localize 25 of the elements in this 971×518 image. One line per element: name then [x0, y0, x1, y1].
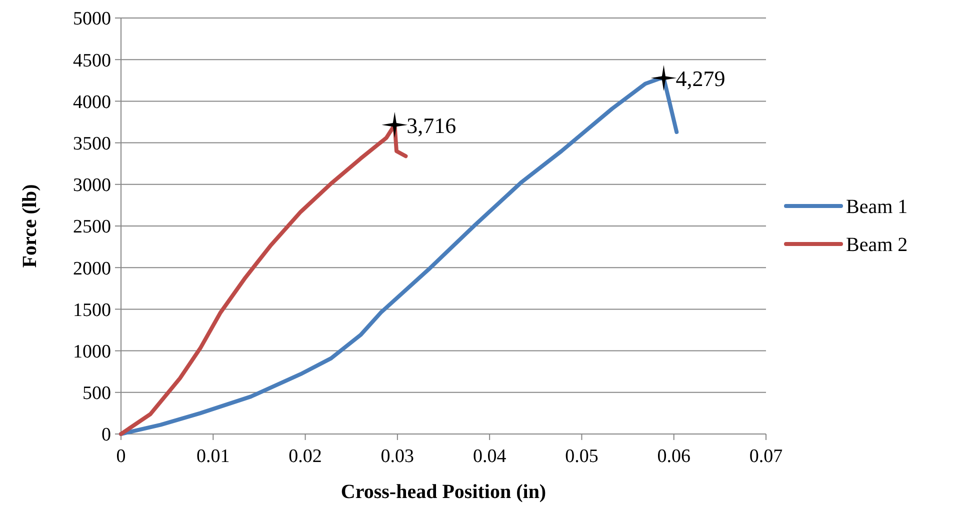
legend-label: Beam 1 [846, 196, 908, 218]
y-tick-label: 3500 [73, 133, 111, 154]
x-tick-label: 0.02 [288, 446, 322, 467]
y-tick-label: 2000 [73, 258, 111, 280]
x-tick-label: 0.06 [657, 446, 690, 467]
y-tick-label: 4500 [73, 50, 111, 72]
y-tick-label: 1500 [73, 300, 111, 321]
y-tick-label: 2500 [73, 216, 111, 238]
y-tick-label: 1000 [73, 341, 111, 362]
y-tick-label: 3000 [73, 175, 111, 196]
x-tick-label: 0.04 [472, 446, 507, 467]
annotation: 3,716 [406, 112, 456, 138]
x-axis-title: Cross-head Position (in) [340, 481, 546, 503]
x-tick-label: 0 [116, 446, 126, 467]
y-tick-label: 0 [102, 424, 111, 446]
y-tick-label: 5000 [73, 8, 111, 30]
x-tick-label: 0.05 [565, 446, 598, 467]
legend-label: Beam 2 [846, 234, 908, 256]
x-tick-label: 0.03 [380, 446, 414, 467]
x-tick-label: 0.07 [749, 446, 783, 467]
y-tick-label: 4000 [73, 92, 111, 113]
y-tick-label: 500 [82, 383, 111, 404]
y-axis-title: Force (lb) [19, 184, 41, 268]
x-tick-label: 0.01 [196, 446, 230, 467]
annotation: 4,279 [676, 66, 726, 91]
